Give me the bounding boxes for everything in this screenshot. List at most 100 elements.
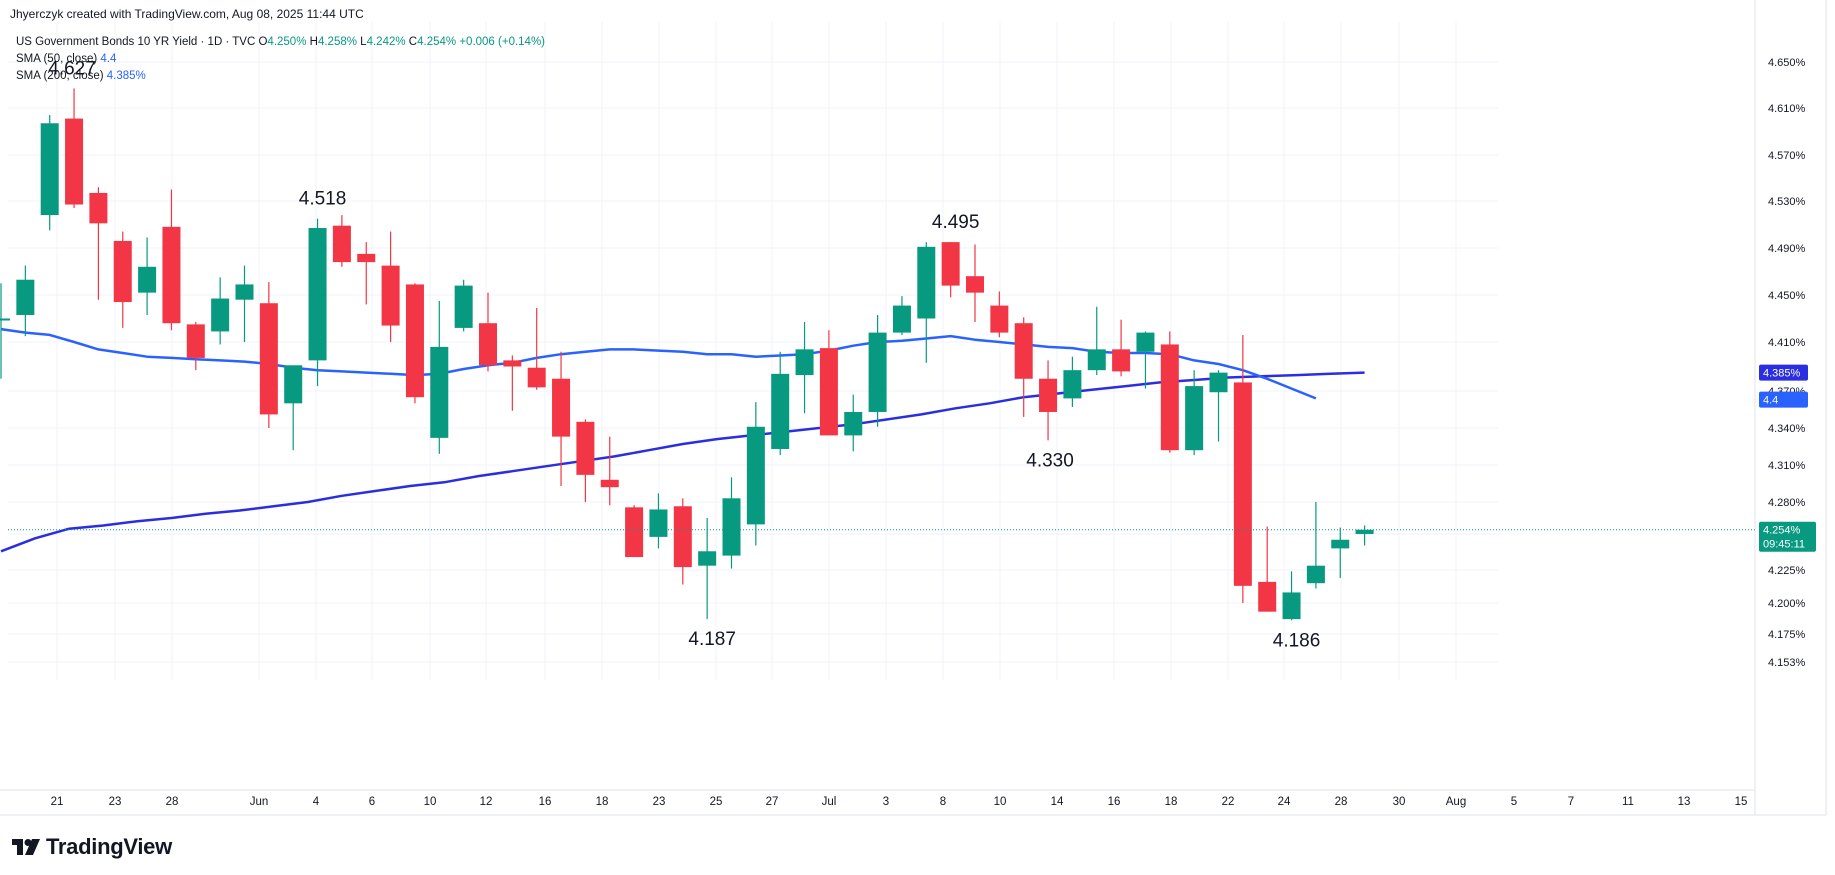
y-tick-label: 4.450% bbox=[1768, 290, 1806, 302]
candle bbox=[454, 279, 473, 332]
candle bbox=[917, 242, 936, 363]
price-annotation: 4.186 bbox=[1273, 630, 1321, 651]
legend-symbol-row: US Government Bonds 10 YR Yield · 1D · T… bbox=[16, 34, 545, 51]
candle-body bbox=[40, 123, 59, 216]
candle-body bbox=[454, 285, 473, 328]
x-tick-label: 6 bbox=[369, 796, 375, 808]
candle-body bbox=[357, 253, 376, 263]
y-tick-label: 4.490% bbox=[1768, 243, 1806, 255]
x-tick-label: Jul bbox=[822, 796, 837, 808]
chart-legend: US Government Bonds 10 YR Yield · 1D · T… bbox=[16, 34, 545, 85]
candle bbox=[113, 231, 132, 328]
candle-body bbox=[479, 323, 497, 366]
legend-low-key: L bbox=[360, 36, 367, 48]
countdown-label: 09:45:11 bbox=[1763, 539, 1805, 551]
candle bbox=[1087, 306, 1106, 376]
candle-body bbox=[892, 305, 911, 333]
candle-body bbox=[1355, 529, 1374, 534]
candle-body bbox=[1014, 323, 1033, 379]
candle bbox=[1112, 319, 1131, 377]
candle bbox=[1282, 571, 1301, 621]
legend-sma200-row[interactable]: SMA (200, close) 4.385% bbox=[16, 68, 545, 85]
candle bbox=[1331, 527, 1350, 578]
x-tick-label: Aug bbox=[1446, 796, 1466, 808]
candle bbox=[381, 231, 400, 342]
candle-body bbox=[746, 426, 765, 525]
candle-body bbox=[966, 276, 984, 293]
candle bbox=[405, 283, 424, 404]
sma50-axis-label-bg bbox=[1759, 391, 1808, 408]
candle bbox=[16, 265, 35, 337]
y-tick-label: 4.175% bbox=[1768, 629, 1806, 641]
candle-body bbox=[259, 303, 278, 415]
x-tick-label: 8 bbox=[940, 796, 946, 808]
candle-body bbox=[1233, 382, 1252, 586]
candle bbox=[844, 394, 863, 452]
y-tick-label: 4.410% bbox=[1768, 337, 1806, 349]
y-tick-label: 4.200% bbox=[1768, 598, 1806, 610]
candle bbox=[40, 115, 59, 231]
candle bbox=[89, 187, 108, 300]
candle bbox=[941, 242, 960, 298]
axes: 4.650%4.610%4.570%4.530%4.490%4.450%4.41… bbox=[0, 0, 1827, 816]
candle bbox=[1209, 370, 1228, 442]
legend-open-key: O bbox=[258, 36, 268, 48]
candle-body bbox=[113, 240, 132, 303]
candle bbox=[600, 436, 619, 506]
chart-credit: Jhyerczyk created with TradingView.com, … bbox=[10, 7, 364, 21]
candle-body bbox=[503, 360, 522, 367]
legend-open: 4.250% bbox=[267, 36, 307, 48]
legend-high: 4.258% bbox=[317, 36, 357, 48]
y-tick-label: 4.610% bbox=[1768, 103, 1806, 115]
candle-body bbox=[771, 373, 790, 449]
candle-body bbox=[1160, 344, 1179, 451]
candle bbox=[1063, 356, 1082, 408]
legend-high-key: H bbox=[309, 36, 318, 48]
price-annotation: 4.627 bbox=[48, 58, 96, 79]
x-tick-label: 7 bbox=[1568, 796, 1574, 808]
candle bbox=[162, 189, 181, 331]
y-tick-label: 4.310% bbox=[1768, 460, 1806, 472]
y-tick-label: 4.225% bbox=[1768, 565, 1806, 577]
candle bbox=[673, 498, 692, 585]
brand-name: TradingView bbox=[46, 834, 172, 859]
y-tick-label: 4.153% bbox=[1768, 657, 1806, 669]
x-tick-label: 25 bbox=[710, 796, 723, 808]
candle-body bbox=[332, 225, 351, 263]
candle bbox=[0, 283, 10, 379]
candle-body bbox=[89, 192, 108, 224]
x-tick-label: 27 bbox=[766, 796, 779, 808]
grid bbox=[8, 22, 1498, 680]
brand[interactable]: TradingView bbox=[12, 834, 172, 860]
price-annotation: 4.518 bbox=[299, 189, 347, 210]
candle-body bbox=[162, 226, 181, 324]
x-tick-label: 28 bbox=[1335, 796, 1348, 808]
x-tick-label: Jun bbox=[250, 796, 269, 808]
candle bbox=[65, 88, 84, 209]
candle bbox=[308, 218, 327, 387]
last-price-tag-bg bbox=[1759, 521, 1816, 552]
price-chart[interactable]: 4.650%4.610%4.570%4.530%4.490%4.450%4.41… bbox=[0, 0, 1835, 825]
candle bbox=[332, 215, 351, 267]
candle bbox=[990, 291, 1009, 338]
legend-symbol[interactable]: US Government Bonds 10 YR Yield · 1D · T… bbox=[16, 36, 256, 48]
sma200-line bbox=[0, 371, 1365, 553]
x-tick-label: 14 bbox=[1051, 796, 1064, 808]
candle-body bbox=[308, 228, 327, 361]
candle bbox=[966, 244, 984, 323]
candle-body bbox=[1209, 372, 1228, 393]
candle bbox=[892, 296, 911, 335]
candle bbox=[430, 300, 449, 454]
x-tick-label: 10 bbox=[994, 796, 1007, 808]
legend-sma50-row[interactable]: SMA (50, close) 4.4 bbox=[16, 51, 545, 68]
x-tick-label: 11 bbox=[1622, 796, 1634, 808]
x-tick-label: 4 bbox=[313, 796, 320, 808]
candle-body bbox=[1185, 386, 1204, 451]
x-tick-label: 5 bbox=[1511, 796, 1517, 808]
candle-body bbox=[284, 365, 303, 404]
candle bbox=[503, 355, 522, 411]
y-tick-label: 4.280% bbox=[1768, 497, 1806, 509]
y-tick-label: 4.340% bbox=[1768, 423, 1806, 435]
candle-body bbox=[600, 479, 619, 488]
sma200-axis-label-bg bbox=[1759, 364, 1808, 381]
